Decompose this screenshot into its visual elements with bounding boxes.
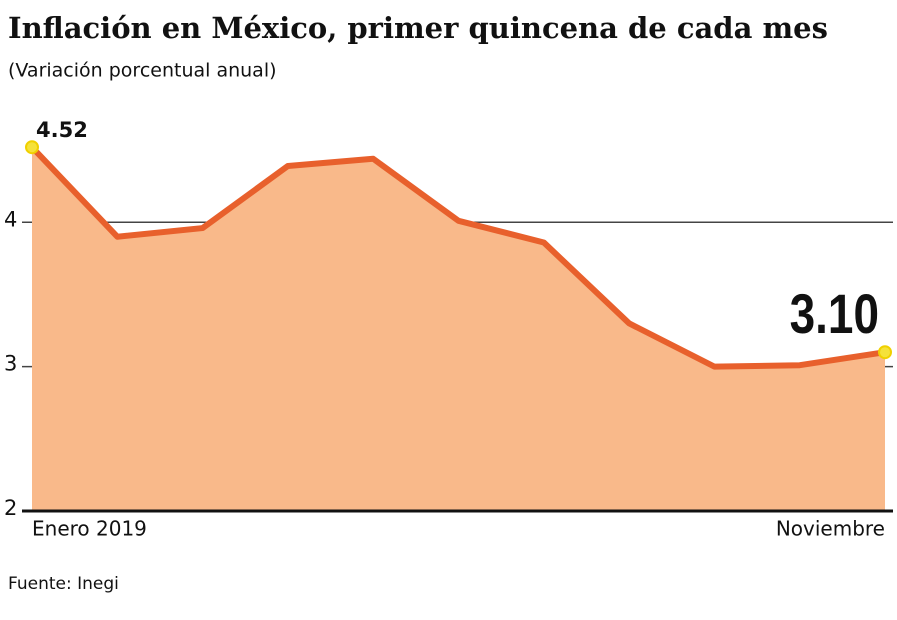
x-tick-label: Noviembre: [776, 517, 885, 541]
marker: [25, 140, 39, 155]
chart-subtitle: (Variación porcentual anual): [8, 60, 277, 82]
value-label: 4.52: [36, 118, 88, 142]
area: [32, 147, 885, 511]
x-tick-label: Enero 2019: [32, 517, 147, 541]
y-tick-label: 4: [4, 207, 17, 231]
y-tick-label: 3: [4, 352, 17, 376]
line: [29, 145, 886, 370]
marker: [878, 345, 892, 360]
y-tick-label: 2: [4, 496, 17, 520]
source: Fuente: Inegi: [8, 574, 119, 594]
value-label: 3.10: [790, 283, 879, 345]
chart-title: Inflación en México, primer quincena de …: [8, 11, 828, 45]
